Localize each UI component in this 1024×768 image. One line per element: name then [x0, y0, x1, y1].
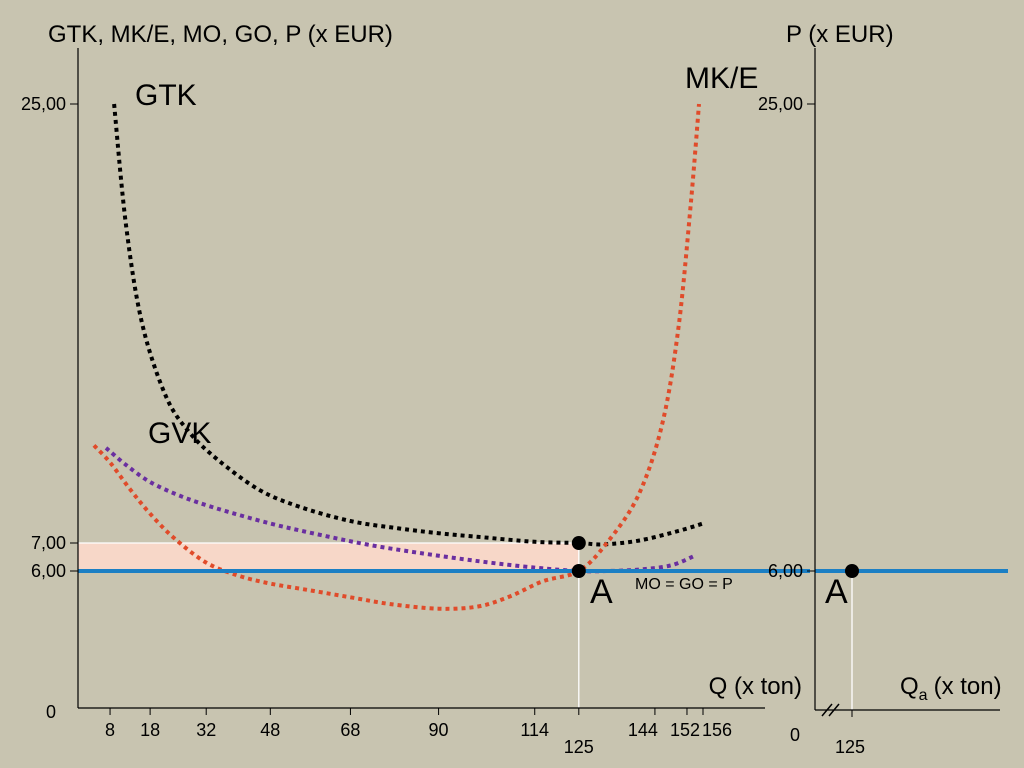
- market-y-tick-label: 6,00: [768, 561, 803, 581]
- series-label-mke: MK/E: [685, 62, 758, 95]
- market-x-ticks: 125: [835, 710, 865, 757]
- x-tick-label: 68: [340, 720, 360, 740]
- market-panel: 25,00 6,00 125 P (x EUR) 0 A Qa (x ton): [758, 21, 1008, 757]
- x-tick-label: 90: [429, 720, 449, 740]
- origin-label: 0: [46, 702, 56, 722]
- marker-a: [571, 564, 586, 578]
- axis-break-icon: [821, 703, 840, 717]
- x-axis-title: Q (x ton): [709, 673, 802, 700]
- equilibrium-markers: [571, 536, 586, 578]
- x-tick-label: 18: [140, 720, 160, 740]
- y-tick-label: 25,00: [21, 94, 66, 114]
- firm-panel: 25,00 7,00 6,00 8 18 32 48 68 90 114 125 144 152 156…: [21, 21, 810, 757]
- x-tick-label: 48: [260, 720, 280, 740]
- curve-gtk: [112, 103, 704, 547]
- x-tick-label: 144: [628, 720, 658, 740]
- market-y-tick-label: 25,00: [758, 94, 803, 114]
- market-origin-label: 0: [790, 725, 800, 745]
- market-y-ticks: 25,00 6,00: [758, 94, 815, 581]
- series-label-gtk: GTK: [135, 79, 197, 112]
- y-axis-title: GTK, MK/E, MO, GO, P (x EUR): [48, 21, 393, 48]
- market-point-a: [845, 564, 859, 578]
- marker-minimum-atc: [571, 536, 586, 550]
- y-tick-label: 6,00: [31, 561, 66, 581]
- market-x-axis-title: Qa (x ton): [900, 673, 1002, 704]
- series-label-gvk: GVK: [148, 417, 211, 450]
- y-ticks: 25,00 7,00 6,00: [21, 94, 78, 581]
- x-tick-label: 152: [670, 720, 700, 740]
- loss-band: [78, 543, 579, 571]
- market-x-tick-label: 125: [835, 737, 865, 757]
- market-y-axis-title: P (x EUR): [786, 21, 894, 48]
- x-tick-label: 125: [564, 737, 594, 757]
- x-tick-label: 156: [702, 720, 732, 740]
- cost-curves: [92, 103, 704, 611]
- price-line-label: MO = GO = P: [635, 576, 733, 593]
- point-a-label: A: [590, 573, 613, 611]
- y-tick-label: 7,00: [31, 533, 66, 553]
- x-tick-label: 32: [196, 720, 216, 740]
- market-point-a-label: A: [825, 573, 848, 611]
- x-tick-label: 8: [105, 720, 115, 740]
- x-tick-label: 114: [520, 720, 549, 740]
- curve-mke: [92, 103, 701, 611]
- x-ticks: 8 18 32 48 68 90 114 125 144 152 156: [105, 708, 732, 757]
